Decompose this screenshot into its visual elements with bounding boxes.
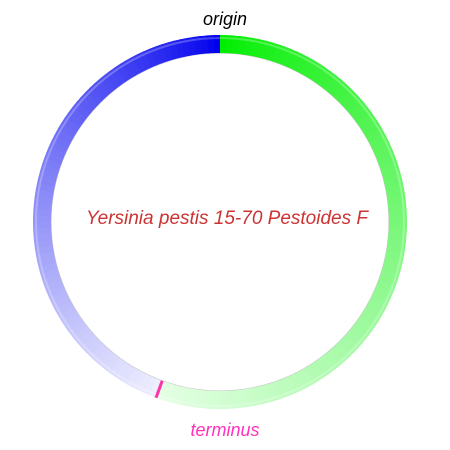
ring-highlight [35,37,405,407]
terminus-label: terminus [190,420,259,440]
organism-name: Yersinia pestis 15-70 Pestoides F [86,208,369,229]
chromosome-ring [32,35,408,410]
origin-label: origin [203,9,247,29]
terminus-marker [154,380,164,399]
